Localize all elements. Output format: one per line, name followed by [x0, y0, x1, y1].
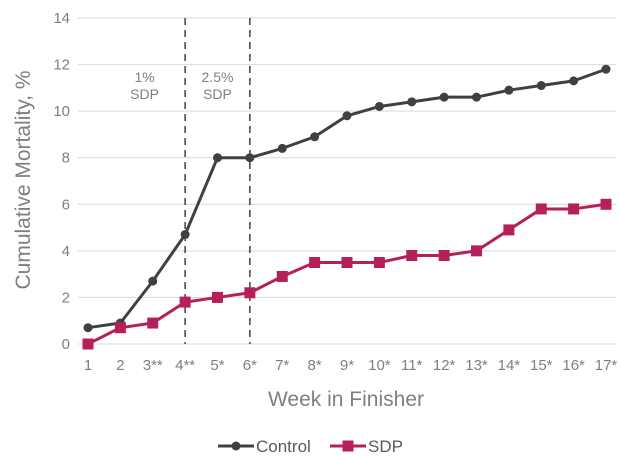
- x-tick-label: 5*: [210, 357, 224, 374]
- phase-label: SDP: [130, 86, 159, 102]
- series-line-sdp: [87, 202, 607, 346]
- data-point-sdp: [82, 338, 94, 350]
- data-point-control: [374, 101, 384, 111]
- data-point-control: [342, 111, 352, 121]
- legend-marker-control: [231, 441, 241, 451]
- y-tick-label: 12: [53, 57, 70, 74]
- legend-marker-sdp: [342, 440, 354, 452]
- x-tick-label: 8*: [308, 357, 322, 374]
- legend: Control SDP: [218, 437, 403, 456]
- data-point-control: [213, 153, 222, 163]
- y-tick-label: 6: [62, 196, 70, 213]
- y-tick-label: 2: [62, 289, 70, 306]
- phase-label: 2.5%: [202, 69, 234, 85]
- x-tick-label: 15*: [530, 357, 553, 374]
- data-point-sdp: [244, 287, 256, 299]
- x-tick-label: 12*: [433, 357, 456, 374]
- series-line-control: [87, 67, 607, 330]
- data-point-control: [277, 143, 287, 153]
- data-point-sdp: [568, 203, 580, 215]
- series-group: [82, 64, 612, 350]
- phase-label: 1%: [134, 69, 154, 85]
- y-tick-label: 0: [62, 336, 70, 353]
- data-point-sdp: [179, 296, 191, 308]
- y-tick-label: 4: [62, 243, 70, 260]
- x-tick-label: 10*: [368, 357, 391, 374]
- y-tick-label: 10: [53, 103, 70, 120]
- data-point-control: [504, 85, 514, 95]
- legend-label-control: Control: [256, 437, 311, 456]
- gridlines: [78, 17, 616, 345]
- data-point-sdp: [114, 322, 126, 334]
- x-tick-label: 2: [116, 357, 124, 374]
- data-point-sdp: [471, 245, 482, 257]
- x-tick-label: 1: [84, 357, 92, 374]
- x-tick-label: 7*: [275, 357, 289, 374]
- x-tick-label: 17*: [595, 357, 618, 374]
- data-point-sdp: [503, 224, 515, 236]
- data-point-sdp: [276, 270, 288, 282]
- x-tick-label: 9*: [340, 357, 354, 374]
- y-tick-label: 8: [62, 150, 70, 167]
- x-tick-label: 16*: [562, 357, 585, 374]
- x-axis-ticks: 1 2 3** 4** 5* 6* 7* 8* 9* 10* 11* 12* 13* 14* 15* 16* 1…: [84, 357, 618, 374]
- x-tick-label: 3**: [143, 357, 163, 374]
- data-point-control: [83, 323, 93, 333]
- x-tick-label: 4**: [175, 357, 195, 374]
- data-point-control: [245, 153, 255, 163]
- y-axis-ticks: 0 2 4 6 8 10 12 14: [53, 10, 70, 353]
- data-point-sdp: [373, 257, 385, 268]
- phase-label: SDP: [203, 86, 232, 102]
- data-point-sdp: [406, 250, 418, 262]
- data-point-sdp: [212, 291, 223, 303]
- x-axis-title: Week in Finisher: [268, 388, 424, 411]
- x-tick-label: 14*: [498, 357, 521, 374]
- data-point-sdp: [535, 203, 547, 215]
- legend-label-sdp: SDP: [368, 437, 403, 456]
- data-point-control: [439, 92, 449, 102]
- data-point-control: [536, 81, 546, 91]
- data-point-control: [569, 76, 579, 86]
- data-point-sdp: [600, 198, 612, 210]
- data-point-sdp: [438, 250, 450, 262]
- y-tick-label: 14: [53, 10, 70, 27]
- data-point-sdp: [147, 317, 159, 329]
- x-tick-label: 11*: [401, 357, 423, 374]
- y-axis-title: Cumulative Mortality, %: [12, 70, 35, 289]
- data-point-control: [472, 92, 481, 102]
- data-point-sdp: [309, 257, 321, 268]
- data-point-control: [310, 132, 320, 142]
- x-tick-label: 6*: [243, 357, 257, 374]
- data-point-control: [601, 64, 611, 74]
- x-tick-label: 13*: [465, 357, 488, 374]
- data-point-control: [148, 276, 158, 286]
- data-point-control: [407, 97, 417, 107]
- data-point-sdp: [341, 257, 353, 268]
- data-point-control: [180, 230, 190, 240]
